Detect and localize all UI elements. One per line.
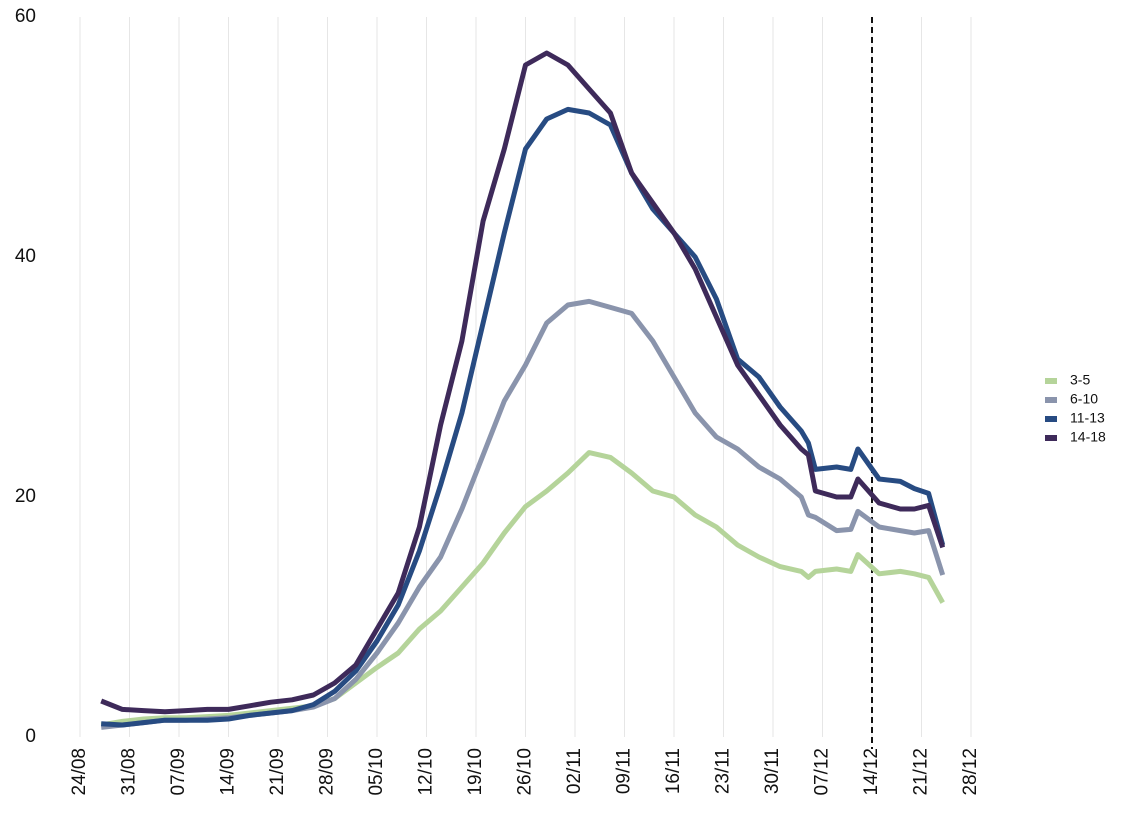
legend-label: 11-13	[1070, 410, 1105, 426]
x-tick-label: 09/11	[614, 748, 635, 794]
x-tick-label: 05/10	[366, 748, 387, 796]
x-tick-label: 23/11	[713, 748, 734, 794]
x-tick-label: 28/09	[317, 748, 338, 796]
legend-label: 3-5	[1070, 372, 1090, 388]
x-tick-label: 14/12	[861, 748, 882, 796]
x-tick-label: 24/08	[69, 748, 90, 796]
x-tick-label: 31/08	[119, 748, 140, 796]
legend-swatch	[1045, 435, 1057, 441]
series-line	[101, 106, 946, 728]
x-tick-label: 28/12	[960, 748, 981, 796]
x-tick-label: 21/12	[911, 748, 932, 796]
y-tick-label: 40	[15, 246, 36, 267]
y-tick-label: 0	[25, 726, 36, 747]
x-tick-label: 07/12	[812, 748, 833, 796]
legend-label: 6-10	[1070, 391, 1098, 407]
legend-swatch	[1045, 416, 1057, 422]
x-tick-label: 30/11	[762, 748, 783, 794]
series-line	[100, 50, 946, 715]
x-tick-label: 12/10	[416, 748, 437, 796]
y-tick-label: 20	[15, 486, 36, 507]
x-tick-label: 14/09	[218, 748, 239, 796]
x-tick-label: 19/10	[465, 748, 486, 796]
legend-swatch	[1045, 397, 1057, 403]
x-tick-label: 07/09	[168, 748, 189, 796]
x-tick-label: 26/10	[515, 748, 536, 796]
legend-swatch	[1045, 378, 1057, 384]
x-tick-label: 02/11	[564, 748, 585, 794]
x-tick-label: 21/09	[267, 748, 288, 796]
y-tick-label: 60	[15, 6, 36, 27]
x-tick-label: 16/11	[663, 748, 684, 794]
legend-label: 14-18	[1070, 429, 1106, 445]
